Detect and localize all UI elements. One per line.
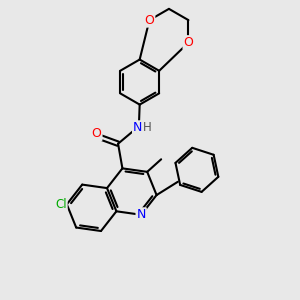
Text: N: N [133,121,142,134]
Text: O: O [92,127,101,140]
Text: O: O [184,36,194,49]
Text: N: N [136,208,146,221]
Text: H: H [143,121,152,134]
Text: Cl: Cl [55,198,67,211]
Text: O: O [145,14,154,27]
